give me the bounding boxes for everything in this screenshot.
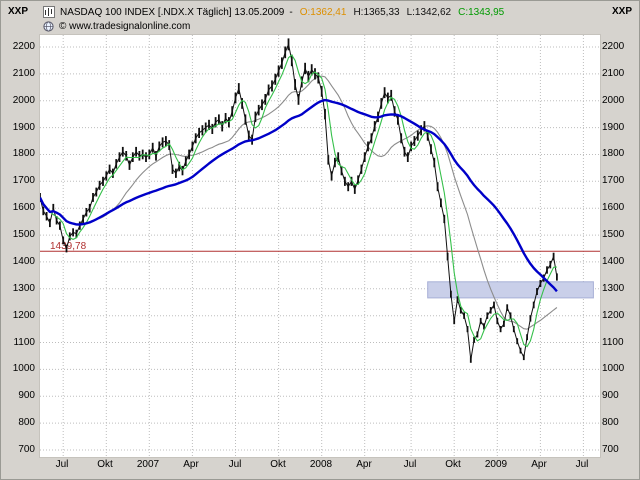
y-axis-label-right: 700 <box>602 444 619 455</box>
y-axis-label-left: 1300 <box>12 283 35 294</box>
y-axis-label-right: 2000 <box>602 95 625 106</box>
x-axis-label: Apr <box>183 459 199 470</box>
low-value: L:1342,62 <box>406 6 452 18</box>
high-value: H:1365,33 <box>353 6 400 18</box>
y-axis-label-right: 1800 <box>602 148 625 159</box>
ma-fast-line <box>40 54 557 348</box>
support-zone <box>427 281 594 299</box>
price-close-line <box>40 42 558 361</box>
y-axis-label-right: 1900 <box>602 122 625 133</box>
y-axis-label-left: 900 <box>18 390 35 401</box>
y-axis-label-left: 1200 <box>12 310 35 321</box>
x-axis-label: Jul <box>228 459 242 470</box>
y-axis-label-right: 800 <box>602 417 619 428</box>
copyright-bar: © www.tradesignalonline.com <box>43 21 190 32</box>
x-axis-label: Okt <box>97 459 113 470</box>
y-axis-label-left: 800 <box>18 417 35 428</box>
x-axis-label: Apr <box>531 459 547 470</box>
y-axis-label-right: 1300 <box>602 283 625 294</box>
y-axis-label-right: 1500 <box>602 229 625 240</box>
level-line-label: 1439,78 <box>50 241 87 252</box>
x-axis-label: Apr <box>356 459 372 470</box>
close-value: C:1343,95 <box>458 6 505 18</box>
y-axis-label-left: 1400 <box>12 256 35 267</box>
y-axis-label-left: 700 <box>18 444 35 455</box>
y-axis-label-right: 1100 <box>602 337 624 348</box>
y-axis-label-right: 1200 <box>602 310 625 321</box>
y-axis-label-right: 2200 <box>602 41 625 52</box>
y-axis-label-left: 1700 <box>12 175 35 186</box>
y-axis-label-right: 1000 <box>602 363 625 374</box>
y-axis-label-left: 1900 <box>12 122 35 133</box>
copyright-text: © www.tradesignalonline.com <box>59 21 191 32</box>
x-axis-label: 2007 <box>136 459 160 470</box>
y-axis-label-right: 1700 <box>602 175 625 186</box>
y-axis-label-left: 1500 <box>12 229 35 240</box>
chart-title-bar: NASDAQ 100 INDEX [.NDX.X Täglich] 13.05.… <box>43 6 504 18</box>
x-axis-label: 2009 <box>484 459 508 470</box>
y-axis-label-right: 1600 <box>602 202 625 213</box>
open-value: O:1362,41 <box>299 6 347 18</box>
y-axis-label-left: 2100 <box>12 68 35 79</box>
y-axis-label-left: 2000 <box>12 95 35 106</box>
x-axis-label: Okt <box>445 459 461 470</box>
x-axis-label: Jul <box>55 459 69 470</box>
instrument-title: NASDAQ 100 INDEX [.NDX.X Täglich] 13.05.… <box>60 6 285 18</box>
y-axis-label-left: 1600 <box>12 202 35 213</box>
y-axis-label-right: 1400 <box>602 256 625 267</box>
y-axis-label-left: 1100 <box>13 337 35 348</box>
y-axis-label-left: 2200 <box>12 41 35 52</box>
x-axis-label: Okt <box>270 459 286 470</box>
x-axis-label: Jul <box>403 459 417 470</box>
y-axis-label-left: 1800 <box>12 148 35 159</box>
ma-mid-line <box>40 75 558 330</box>
y-axis-label-right: 2100 <box>602 68 625 79</box>
ma-slow-line <box>40 98 558 293</box>
chart-icon[interactable] <box>43 6 55 18</box>
price-chart[interactable]: 1439,78 <box>39 34 601 458</box>
corner-label-left: XXP <box>8 6 29 17</box>
y-axis-label-left: 1000 <box>12 363 35 374</box>
y-axis-label-right: 900 <box>602 390 619 401</box>
title-separator: - <box>289 6 293 18</box>
x-axis-label: Jul <box>575 459 589 470</box>
corner-label-right: XXP <box>611 6 632 17</box>
globe-icon <box>43 21 54 32</box>
x-axis-label: 2008 <box>309 459 333 470</box>
